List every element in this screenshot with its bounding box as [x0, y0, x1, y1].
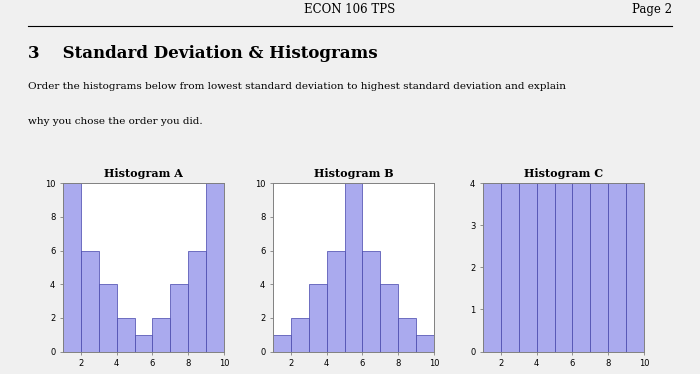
Bar [363, 251, 380, 352]
Text: ECON 106 TPS: ECON 106 TPS [304, 3, 395, 16]
Text: 3    Standard Deviation & Histograms: 3 Standard Deviation & Histograms [28, 45, 377, 62]
Bar [81, 251, 99, 352]
Bar [519, 183, 537, 352]
Text: Histogram B: Histogram B [314, 168, 393, 179]
Bar [416, 335, 434, 352]
Text: Page 2: Page 2 [632, 3, 672, 16]
Bar [63, 183, 81, 352]
Bar [309, 284, 327, 352]
Bar [170, 284, 188, 352]
Bar [608, 183, 626, 352]
Bar [344, 183, 363, 352]
Text: Histogram C: Histogram C [524, 168, 603, 179]
Bar [153, 318, 170, 352]
Bar [626, 183, 644, 352]
Bar [273, 335, 291, 352]
Bar [501, 183, 519, 352]
Bar [134, 335, 153, 352]
Bar [590, 183, 608, 352]
Text: why you chose the order you did.: why you chose the order you did. [28, 117, 202, 126]
Bar [188, 251, 206, 352]
Bar [327, 251, 344, 352]
Bar [206, 183, 224, 352]
Bar [117, 318, 134, 352]
Bar [573, 183, 590, 352]
Bar [483, 183, 501, 352]
Text: Histogram A: Histogram A [104, 168, 183, 179]
Bar [99, 284, 117, 352]
Text: Order the histograms below from lowest standard deviation to highest standard de: Order the histograms below from lowest s… [28, 82, 566, 91]
Bar [380, 284, 398, 352]
Bar [398, 318, 416, 352]
Bar [554, 183, 573, 352]
Bar [537, 183, 554, 352]
Bar [291, 318, 309, 352]
